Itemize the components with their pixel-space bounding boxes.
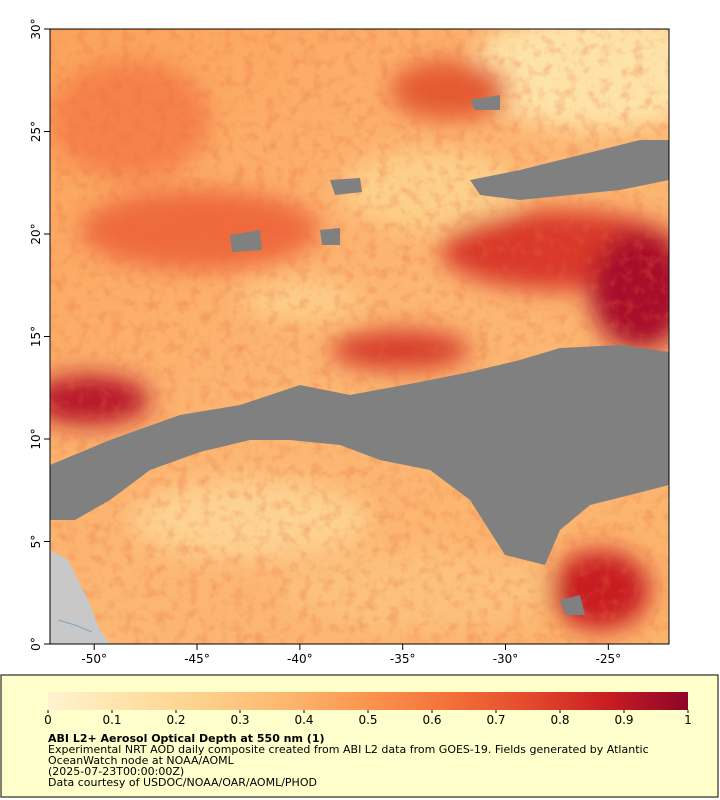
x-tick-label: -40° [287,652,313,666]
legend-title: ABI L2+ Aerosol Optical Depth at 550 nm … [48,732,325,745]
colorbar-tick-label: 0.3 [230,713,249,727]
y-tick-label: 0° [29,637,43,651]
legend-line: Data courtesy of USDOC/NOAA/OAR/AOML/PHO… [48,776,317,789]
y-tick-label: 15° [29,326,43,347]
colorbar-tick-label: 0.7 [486,713,505,727]
y-tick-label: 5° [29,535,43,549]
colorbar-tick-label: 1 [684,713,692,727]
y-tick-label: 25° [29,121,43,142]
axes: -50° -45° -40° -35° -30° -25° 0° 5° 10° 15° 20° 25°… [29,18,621,666]
colorbar: 0 0.1 0.2 0.3 0.4 0.5 0.6 0.7 0.8 0.9 1 [44,692,692,727]
legend-line: (2025-07-23T00:00:00Z) [48,765,184,778]
colorbar-tick-label: 0.2 [166,713,185,727]
legend-line: OceanWatch node at NOAA/AOML [48,754,235,767]
aod-map [50,29,669,644]
x-tick-label: -25° [596,652,622,666]
y-tick-label: 20° [29,223,43,244]
land [50,550,110,644]
x-tick-label: -35° [390,652,416,666]
x-tick-label: -50° [81,652,107,666]
x-tick-label: -30° [493,652,519,666]
colorbar-tick-label: 0.8 [550,713,569,727]
colorbar-ramp [48,692,688,710]
legend-line: Experimental NRT AOD daily composite cre… [48,743,649,756]
y-tick-label: 30° [29,18,43,39]
colorbar-tick-label: 0.5 [358,713,377,727]
colorbar-tick-label: 0.4 [294,713,313,727]
colorbar-tick-label: 0.9 [614,713,633,727]
y-tick-label: 10° [29,428,43,449]
colorbar-tick-label: 0.1 [102,713,121,727]
colorbar-tick-label: 0 [44,713,52,727]
no-data [50,95,669,615]
colorbar-tick-label: 0.6 [422,713,441,727]
legend-lines: Experimental NRT AOD daily composite cre… [48,743,649,789]
x-tick-label: -45° [184,652,210,666]
